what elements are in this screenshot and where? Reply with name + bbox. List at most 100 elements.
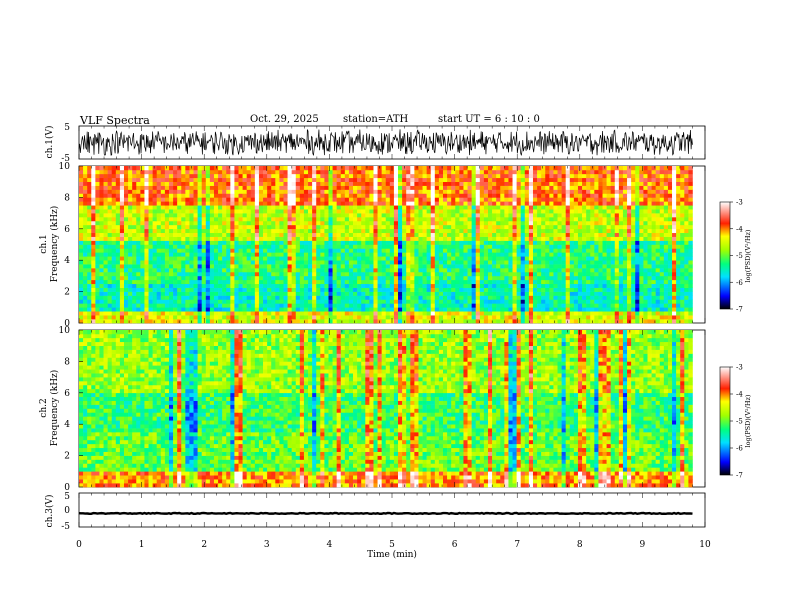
heatmap-cell <box>594 217 599 222</box>
heatmap-cell <box>582 271 587 277</box>
heatmap-cell <box>205 197 211 202</box>
heatmap-cell <box>549 319 554 324</box>
heatmap-cell <box>299 271 305 277</box>
heatmap-cell <box>479 197 485 202</box>
heatmap-cell <box>606 307 611 312</box>
heatmap-cell <box>483 283 489 288</box>
heatmap-cell <box>467 209 472 214</box>
heatmap-cell <box>107 205 113 210</box>
heatmap-cell <box>263 271 268 277</box>
heatmap-cell <box>483 213 489 218</box>
heatmap-cell <box>348 193 354 198</box>
heatmap-cell <box>267 252 272 257</box>
heatmap-cell <box>627 291 632 296</box>
heatmap-cell <box>377 315 382 320</box>
heatmap-cell <box>336 291 342 296</box>
heatmap-cell <box>136 213 141 218</box>
heatmap-cell <box>667 307 673 312</box>
heatmap-cell <box>238 224 243 230</box>
heatmap-cell <box>258 283 264 288</box>
heatmap-cell <box>582 319 587 324</box>
heatmap-cell <box>160 287 166 292</box>
heatmap-cell <box>610 228 616 234</box>
heatmap-cell <box>299 209 305 214</box>
heatmap-cell <box>361 315 366 320</box>
heatmap-cell <box>443 311 448 316</box>
heatmap-cell <box>263 260 268 265</box>
heatmap-cell <box>622 248 628 253</box>
heatmap-cell <box>610 291 616 296</box>
heatmap-cell <box>647 248 652 253</box>
heatmap-cell <box>487 315 493 320</box>
heatmap-cell <box>622 287 628 292</box>
heatmap-cell <box>79 248 84 253</box>
heatmap-cell <box>598 252 603 257</box>
heatmap-cell <box>516 271 522 277</box>
heatmap-cell <box>606 264 611 269</box>
heatmap-cell <box>205 224 211 230</box>
heatmap-cell <box>271 220 276 226</box>
heatmap-cell <box>598 248 603 253</box>
heatmap-cell <box>193 197 198 202</box>
heatmap-cell <box>528 271 534 277</box>
heatmap-cell <box>193 232 198 237</box>
heatmap-cell <box>467 319 472 324</box>
heatmap-cell <box>140 311 145 316</box>
heatmap-cell <box>87 232 92 237</box>
heatmap-cell <box>320 319 325 324</box>
heatmap-cell <box>250 256 256 261</box>
heatmap-cell <box>426 236 432 241</box>
heatmap-cell <box>426 299 432 304</box>
heatmap-cell <box>398 260 403 265</box>
heatmap-cell <box>353 236 358 241</box>
heatmap-cell <box>369 268 374 273</box>
heatmap-cell <box>324 295 329 300</box>
heatmap-cell <box>381 291 387 296</box>
heatmap-cell <box>303 287 309 292</box>
heatmap-cell <box>205 228 211 234</box>
heatmap-cell <box>659 209 665 214</box>
heatmap-cell <box>663 275 669 281</box>
heatmap-cell <box>569 303 575 308</box>
heatmap-cell <box>291 244 297 249</box>
heatmap-cell <box>283 275 288 281</box>
heatmap-cell <box>271 252 276 257</box>
heatmap-cell <box>316 244 321 249</box>
heatmap-cell <box>201 220 207 226</box>
heatmap-cell <box>348 217 354 222</box>
heatmap-cell <box>263 248 268 253</box>
heatmap-cell <box>103 220 108 226</box>
heatmap-cell <box>610 217 616 222</box>
start-ut-label: start UT = 6 : 10 : 0 <box>438 114 540 125</box>
heatmap-cell <box>500 303 505 308</box>
heatmap-cell <box>373 244 378 249</box>
heatmap-cell <box>238 264 243 269</box>
heatmap-cell <box>189 295 194 300</box>
heatmap-cell <box>160 244 166 249</box>
heatmap-cell <box>418 264 423 269</box>
heatmap-cell <box>516 256 522 261</box>
heatmap-cell <box>344 275 350 281</box>
heatmap-cell <box>373 307 378 312</box>
heatmap-cell <box>438 260 444 265</box>
heatmap-cell <box>622 299 628 304</box>
heatmap-cell <box>267 228 272 234</box>
heatmap-cell <box>99 291 104 296</box>
heatmap-cell <box>463 303 468 308</box>
heatmap-cell <box>385 236 391 241</box>
heatmap-cell <box>504 201 509 206</box>
heatmap-cell <box>83 299 88 304</box>
heatmap-cell <box>487 295 493 300</box>
heatmap-cell <box>443 244 448 249</box>
heatmap-cell <box>152 307 158 312</box>
heatmap-cell <box>181 197 186 202</box>
heatmap-cell <box>340 213 346 218</box>
heatmap-cell <box>557 295 562 300</box>
heatmap-cell <box>258 311 264 316</box>
heatmap-cell <box>447 283 452 288</box>
heatmap-cell <box>586 232 591 237</box>
heatmap-cell <box>659 197 665 202</box>
heatmap-cell <box>561 256 566 261</box>
heatmap-cell <box>655 279 661 285</box>
heatmap-cell <box>606 205 611 210</box>
